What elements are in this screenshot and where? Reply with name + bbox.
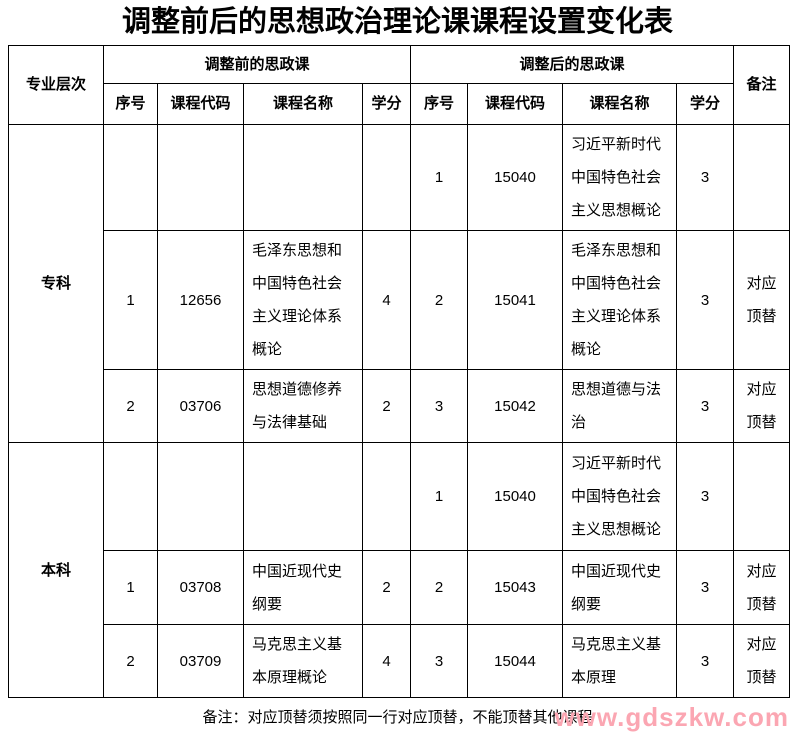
watermark: www.gdszkw.com (554, 702, 789, 732)
before-credit-cell: 2 (361, 369, 412, 443)
table-row: 2 03709 马克思主义基本原理概论 4 3 15044 马克思主义基本原理 … (9, 624, 791, 698)
header-before-seq: 序号 (103, 83, 158, 125)
before-code-cell (157, 124, 244, 231)
before-name-cell: 毛泽东思想和中国特色社会主义理论体系概论 (243, 230, 363, 370)
before-seq-cell: 1 (103, 550, 158, 625)
after-code-cell: 15043 (467, 550, 564, 625)
header-row-columns: 序号 课程代码 课程名称 学分 序号 课程代码 课程名称 学分 (9, 83, 790, 125)
header-before-name: 课程名称 (243, 83, 363, 125)
before-seq-cell: 2 (103, 369, 158, 443)
header-after-credit: 学分 (676, 83, 735, 125)
level-cell-benke: 本科 (8, 442, 104, 698)
remark-cell: 对应顶替 (733, 550, 791, 625)
after-credit-cell: 3 (676, 230, 735, 370)
remark-cell (733, 442, 791, 551)
after-name-cell: 中国近现代史纲要 (562, 550, 678, 625)
before-code-cell (157, 442, 244, 551)
after-seq-cell: 1 (410, 124, 469, 231)
after-seq-cell: 3 (410, 624, 469, 698)
after-credit-cell: 3 (676, 624, 735, 698)
remark-cell: 对应顶替 (733, 624, 791, 698)
after-seq-cell: 1 (410, 442, 469, 551)
before-name-cell (243, 124, 363, 231)
remark-cell: 对应顶替 (733, 230, 791, 370)
table-row: 本科 1 15040 习近平新时代中国特色社会主义思想概论 3 (8, 442, 791, 698)
before-code-cell: 03708 (157, 550, 244, 625)
before-credit-cell (361, 124, 412, 231)
after-name-cell: 思想道德与法治 (562, 369, 678, 443)
table-row: 专科 1 15040 习近平新时代中国特色社会主义思想概论 3 (8, 124, 791, 443)
after-name-cell: 习近平新时代中国特色社会主义思想概论 (562, 124, 678, 231)
level-cell-zhuanke: 专科 (8, 124, 104, 443)
before-seq-cell (103, 124, 158, 231)
header-remark: 备注 (733, 45, 791, 125)
table-row: 1 12656 毛泽东思想和中国特色社会主义理论体系概论 4 2 15041 毛… (9, 230, 791, 370)
before-name-cell: 马克思主义基本原理概论 (243, 624, 363, 698)
after-credit-cell: 3 (676, 369, 735, 443)
after-code-cell: 15042 (467, 369, 564, 443)
remark-cell (733, 124, 791, 231)
header-after-group: 调整后的思政课 (410, 45, 735, 84)
before-code-cell: 03709 (157, 624, 244, 698)
after-credit-cell: 3 (676, 442, 735, 551)
after-name-cell: 马克思主义基本原理 (562, 624, 678, 698)
header-before-group: 调整前的思政课 (102, 45, 412, 84)
before-credit-cell: 4 (361, 230, 412, 370)
before-name-cell (243, 442, 363, 551)
before-seq-cell (103, 442, 158, 551)
after-code-cell: 15040 (467, 442, 564, 551)
before-code-cell: 12656 (157, 230, 244, 370)
table-row: 2 03706 思想道德修养与法律基础 2 3 15042 思想道德与法治 3 … (9, 369, 791, 443)
after-name-cell: 毛泽东思想和中国特色社会主义理论体系概论 (562, 230, 678, 370)
after-name-cell: 习近平新时代中国特色社会主义思想概论 (562, 442, 678, 551)
header-after-name: 课程名称 (562, 83, 678, 125)
before-credit-cell: 2 (361, 550, 412, 625)
after-credit-cell: 3 (676, 550, 735, 625)
footnote: 备注：对应顶替须按照同一行对应顶替，不能顶替其他课程 (202, 710, 593, 726)
after-credit-cell: 3 (676, 124, 735, 231)
header-level: 专业层次 (8, 45, 104, 125)
before-credit-cell: 4 (361, 624, 412, 698)
before-seq-cell: 1 (103, 230, 158, 370)
before-code-cell: 03706 (157, 369, 244, 443)
after-seq-cell: 2 (410, 230, 469, 370)
after-code-cell: 15040 (467, 124, 564, 231)
remark-cell: 对应顶替 (733, 369, 791, 443)
before-seq-cell: 2 (103, 624, 158, 698)
after-code-cell: 15041 (467, 230, 564, 370)
after-code-cell: 15044 (467, 624, 564, 698)
table-row: 1 03708 中国近现代史纲要 2 2 15043 中国近现代史纲要 3 对应… (9, 550, 791, 625)
page-title: 调整前后的思想政治理论课课程设置变化表 (121, 6, 673, 38)
before-name-cell: 中国近现代史纲要 (243, 550, 363, 625)
header-row-groups: 专业层次 调整前的思政课 调整后的思政课 备注 (8, 45, 791, 125)
before-credit-cell (361, 442, 412, 551)
header-before-credit: 学分 (361, 83, 412, 125)
header-before-code: 课程代码 (157, 83, 244, 125)
header-after-seq: 序号 (410, 83, 469, 125)
after-seq-cell: 2 (410, 550, 469, 625)
header-after-code: 课程代码 (467, 83, 564, 125)
after-seq-cell: 3 (410, 369, 469, 443)
course-change-table: 专业层次 调整前的思政课 调整后的思政课 备注 序号 课程代码 课程名称 学分 … (8, 45, 791, 698)
before-name-cell: 思想道德修养与法律基础 (243, 369, 363, 443)
